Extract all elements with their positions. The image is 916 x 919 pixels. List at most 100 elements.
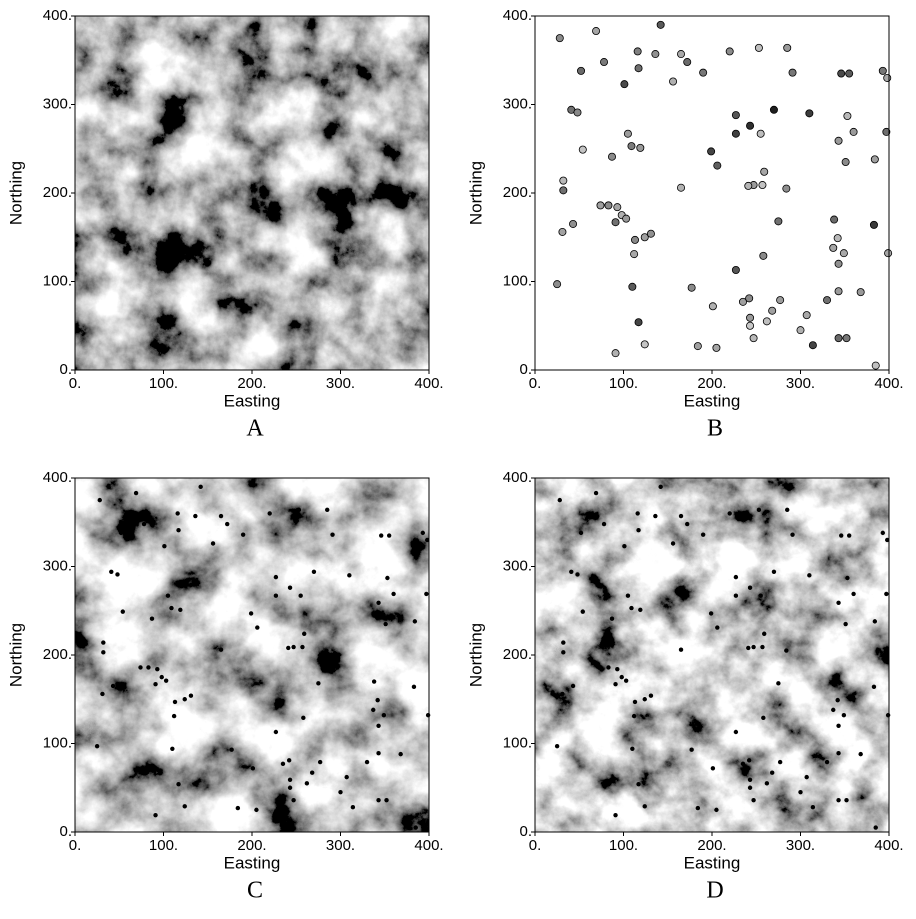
sample-point: [669, 78, 676, 85]
panel-letter: B: [707, 416, 723, 442]
sample-point: [254, 808, 258, 812]
sample-point: [858, 752, 862, 756]
sample-point: [636, 782, 640, 786]
sample-point: [391, 592, 395, 596]
sample-point: [836, 751, 840, 755]
sample-point: [696, 806, 700, 810]
sample-point: [555, 744, 559, 748]
sample-point: [783, 185, 790, 192]
sample-point: [274, 594, 278, 598]
sample-point: [784, 648, 788, 652]
sample-point: [711, 766, 715, 770]
y-tick-label: 400.: [43, 7, 72, 24]
sample-point: [885, 250, 892, 257]
sample-point: [657, 21, 664, 28]
sample-point: [811, 805, 815, 809]
x-tick-label: 400.: [414, 837, 443, 854]
sample-point: [886, 713, 890, 717]
sample-point: [879, 67, 886, 74]
sample-point: [652, 50, 659, 57]
sample-point: [748, 778, 752, 782]
sample-point: [560, 177, 567, 184]
sample-point: [778, 760, 782, 764]
sample-point: [376, 724, 380, 728]
sample-point: [610, 617, 614, 621]
sample-point: [183, 804, 187, 808]
sample-point: [398, 752, 402, 756]
sample-point: [806, 110, 813, 117]
sample-point: [602, 522, 606, 526]
sample-point: [746, 314, 753, 321]
y-tick-label: 0.: [59, 361, 72, 378]
sample-point: [297, 508, 301, 512]
sample-point: [623, 215, 630, 222]
y-axis-label: Northing: [466, 623, 485, 687]
sample-point: [874, 825, 878, 829]
y-tick-label: 200.: [503, 646, 532, 663]
x-axis-label: Easting: [684, 391, 741, 410]
sample-point: [684, 58, 691, 65]
sample-point: [762, 632, 766, 636]
sample-point: [631, 250, 638, 257]
sample-point: [709, 611, 713, 615]
sample-point: [351, 805, 355, 809]
sample-point: [324, 648, 328, 652]
sample-point: [689, 747, 693, 751]
sample-point: [770, 106, 777, 113]
y-tick-label: 100.: [43, 272, 72, 289]
x-tick-label: 300.: [326, 375, 355, 392]
figure: 0.100.200.300.400.0.100.200.300.400.East…: [0, 0, 916, 919]
sample-point: [371, 708, 375, 712]
sample-point: [671, 541, 675, 545]
sample-point: [561, 650, 565, 654]
sample-point: [330, 532, 334, 536]
sample-point: [714, 808, 718, 812]
sample-point: [173, 700, 177, 704]
sample-point: [748, 786, 752, 790]
sample-point: [714, 162, 721, 169]
sample-point: [746, 122, 753, 129]
sample-point: [745, 182, 752, 189]
sample-point: [622, 544, 626, 548]
x-tick-label: 100.: [609, 375, 638, 392]
sample-point: [626, 594, 630, 598]
y-tick-label: 100.: [503, 734, 532, 751]
sample-point: [789, 69, 796, 76]
sample-point: [376, 601, 380, 605]
sample-point: [847, 533, 851, 537]
panel: 0.100.200.300.400.0.100.200.300.400.East…: [466, 469, 903, 904]
sample-point: [763, 318, 770, 325]
sample-point: [842, 713, 846, 717]
sample-point: [175, 511, 179, 515]
sample-point: [600, 58, 607, 65]
sample-point: [751, 798, 755, 802]
sample-point: [219, 514, 223, 518]
sample-point: [288, 586, 292, 590]
sample-point: [843, 335, 850, 342]
sample-point: [746, 646, 750, 650]
panel: 0.100.200.300.400.0.100.200.300.400.East…: [466, 7, 903, 442]
sample-point: [624, 130, 631, 137]
x-tick-label: 100.: [149, 375, 178, 392]
sample-point: [98, 498, 102, 502]
sample-point: [629, 606, 633, 610]
panel-letter: D: [706, 878, 723, 904]
sample-point: [851, 592, 855, 596]
sample-point: [830, 244, 837, 251]
sample-point: [775, 218, 782, 225]
sample-point: [636, 528, 640, 532]
sample-point: [385, 576, 389, 580]
sample-point: [101, 640, 105, 644]
x-tick-label: 300.: [326, 837, 355, 854]
sample-point: [798, 790, 802, 794]
sample-point: [592, 27, 599, 34]
sample-point: [134, 491, 138, 495]
sample-point: [746, 295, 753, 302]
sample-point: [850, 128, 857, 135]
sample-point: [305, 781, 309, 785]
sample-point: [581, 609, 585, 613]
sample-point: [249, 611, 253, 615]
sample-point: [715, 625, 719, 629]
sample-point: [412, 685, 416, 689]
sample-point: [119, 531, 123, 535]
